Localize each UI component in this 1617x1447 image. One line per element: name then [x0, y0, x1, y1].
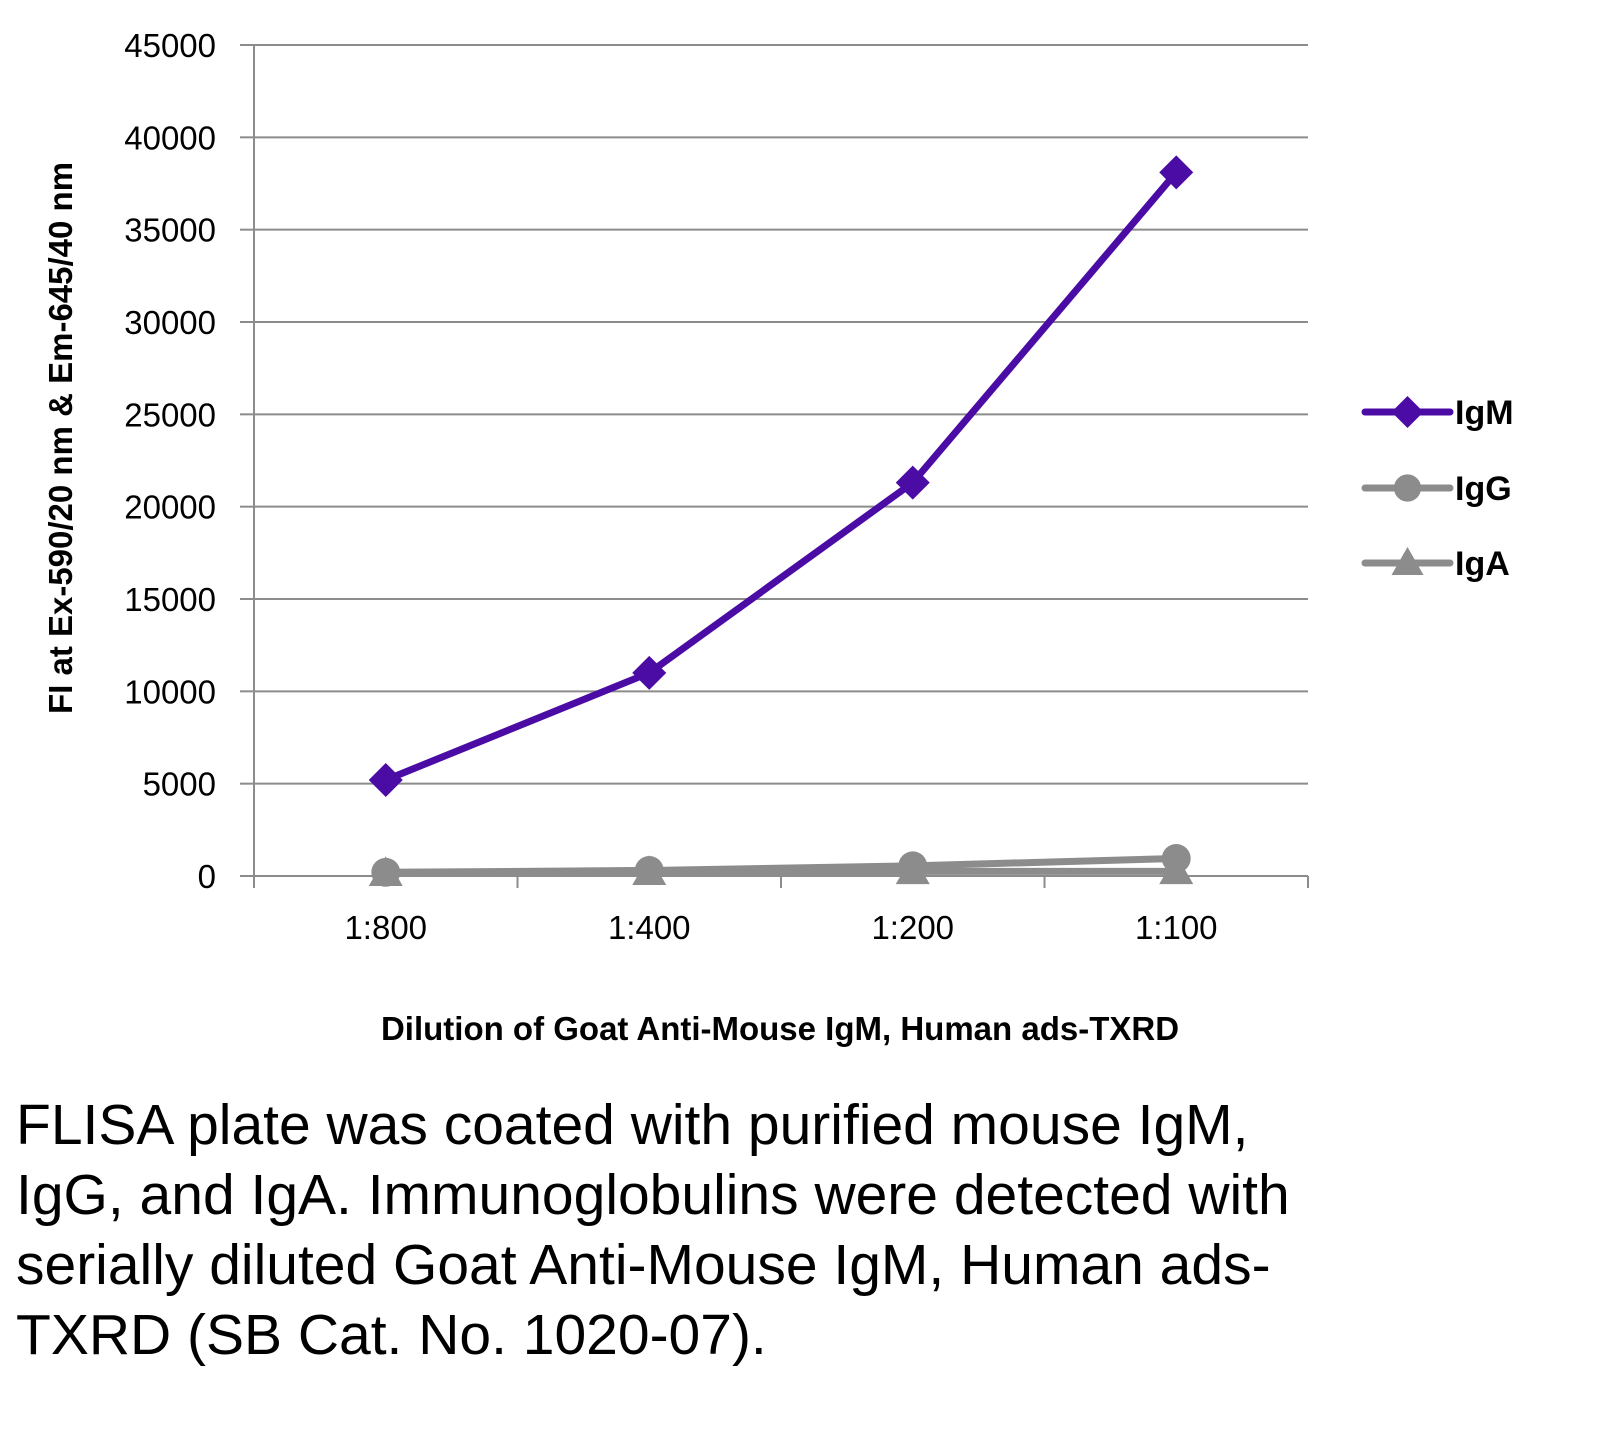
- y-tick-label: 30000: [124, 304, 216, 341]
- y-tick-label: 45000: [124, 27, 216, 64]
- igm-line: [382, 168, 1180, 784]
- series-igm: [368, 155, 1194, 797]
- igm-point: [895, 465, 930, 500]
- legend-item-igg: IgG: [1361, 470, 1512, 508]
- x-axis-title: Dilution of Goat Anti-Mouse IgM, Human a…: [381, 1010, 1179, 1047]
- y-axis-title: FI at Ex-590/20 nm & Em-645/40 nm: [42, 162, 79, 714]
- y-tick-labels: 0 5000 10000 15000 20000 25000 30000 35000 40000…: [124, 27, 216, 895]
- series-lines: [368, 155, 1194, 887]
- legend-marker: [1391, 547, 1424, 575]
- igg-point: [634, 856, 664, 885]
- x-tick-label: 1:200: [871, 909, 954, 946]
- x-tick-label: 1:800: [344, 909, 427, 946]
- legend: IgM IgG IgA: [1361, 394, 1514, 583]
- y-tick-label: 40000: [124, 119, 216, 156]
- line-chart: 0 5000 10000 15000 20000 25000 30000 35000 40000…: [42, 27, 1514, 1047]
- legend-label: IgA: [1455, 545, 1510, 583]
- igg-point: [898, 851, 928, 881]
- x-tick-label: 1:400: [608, 909, 691, 946]
- legend-item-iga: IgA: [1361, 545, 1510, 583]
- gridlines: [240, 44, 1308, 877]
- y-tick-label: 35000: [124, 212, 216, 249]
- igg-point: [1161, 844, 1191, 873]
- y-tick-label: 25000: [124, 396, 216, 433]
- x-tick-labels: 1:800 1:400 1:200 1:100: [344, 909, 1217, 946]
- legend-label: IgG: [1455, 470, 1512, 508]
- series-igg: [371, 844, 1191, 887]
- legend-label: IgM: [1455, 394, 1514, 432]
- y-tick-label: 10000: [124, 673, 216, 710]
- igg-line: [382, 854, 1180, 876]
- y-tick-label: 0: [198, 858, 216, 895]
- igm-point: [632, 655, 667, 690]
- legend-marker: [1391, 396, 1424, 428]
- y-tick-label: 5000: [143, 766, 216, 803]
- axes: [253, 45, 1309, 888]
- igm-point: [1159, 155, 1194, 190]
- y-tick-label: 15000: [124, 581, 216, 618]
- y-tick-label: 20000: [124, 489, 216, 526]
- igm-point: [368, 762, 403, 797]
- figure-caption: FLISA plate was coated with purified mou…: [16, 1093, 1290, 1367]
- x-tick-label: 1:100: [1135, 909, 1218, 946]
- legend-marker: [1393, 474, 1422, 502]
- legend-item-igm: IgM: [1361, 394, 1514, 432]
- igg-point: [371, 857, 401, 887]
